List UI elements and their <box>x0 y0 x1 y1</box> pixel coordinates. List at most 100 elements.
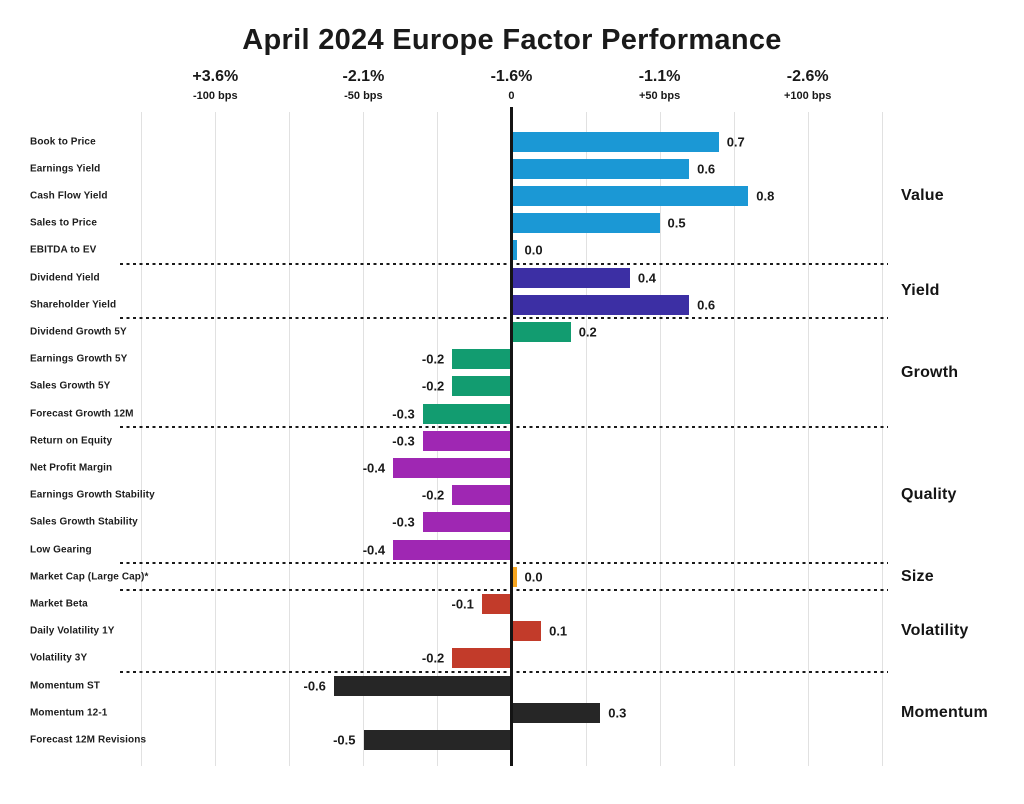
factor-value-label: -0.1 <box>451 596 474 612</box>
factor-row-label: Shareholder Yield <box>30 299 117 311</box>
group-separator-line <box>120 562 888 565</box>
factor-bar <box>511 186 749 206</box>
factor-row-label: Daily Volatility 1Y <box>30 625 115 637</box>
x-axis-tick-percent: +3.6% <box>192 68 239 85</box>
factor-bar <box>452 376 512 397</box>
factor-value-label: -0.3 <box>392 406 415 422</box>
factor-value-label: -0.5 <box>333 732 356 748</box>
factor-row-label: Market Beta <box>30 598 88 610</box>
group-label: Yield <box>901 282 940 300</box>
factor-bar <box>511 621 542 642</box>
factor-bar <box>511 267 630 288</box>
factor-bar <box>422 430 512 451</box>
gridline <box>585 112 587 766</box>
group-separator-line <box>120 263 888 265</box>
factor-value-label: 0.6 <box>697 161 716 177</box>
zero-axis-line <box>510 107 513 766</box>
x-axis-tick-bps: 0 <box>508 89 515 102</box>
group-label: Growth <box>901 363 959 381</box>
group-separator-line <box>120 589 888 592</box>
factor-value-label: 0.3 <box>608 705 627 721</box>
x-axis-tick: -2.1% -50 bps <box>342 68 384 102</box>
x-axis-tick: -1.1% +50 bps <box>639 68 681 102</box>
factor-bar <box>511 213 660 234</box>
factor-bar <box>511 158 690 179</box>
factor-bar <box>393 458 512 478</box>
factor-row-label: Book to Price <box>30 136 96 148</box>
gridline <box>141 112 143 766</box>
factor-row-label: Return on Equity <box>30 435 113 447</box>
factor-row-label: Earnings Growth 5Y <box>30 353 128 365</box>
factor-value-label: 0.2 <box>578 324 597 340</box>
gridline <box>363 112 365 766</box>
factor-bar <box>422 512 512 533</box>
factor-row-label: Market Cap (Large Cap)* <box>30 571 149 583</box>
factor-bar <box>422 403 512 424</box>
factor-row-label: Sales Growth 5Y <box>30 380 111 392</box>
factor-row-label: Sales Growth Stability <box>30 516 138 528</box>
factor-row-label: Momentum ST <box>30 680 100 692</box>
factor-bar <box>511 566 517 587</box>
group-label: Volatility <box>901 622 969 640</box>
factor-value-label: 0.8 <box>756 188 775 204</box>
x-axis-tick: -2.6% +100 bps <box>784 68 831 102</box>
group-label: Quality <box>901 486 957 504</box>
x-axis-tick-bps: -50 bps <box>344 89 383 102</box>
x-axis-tick-bps: -100 bps <box>192 89 238 102</box>
x-axis-tick-bps: +100 bps <box>783 89 832 102</box>
x-axis-tick-percent: -1.1% <box>638 68 681 85</box>
factor-bar <box>511 322 571 342</box>
factor-value-label: -0.6 <box>303 678 326 694</box>
factor-value-label: -0.2 <box>421 650 445 666</box>
gridline <box>215 112 217 766</box>
x-axis-tick-percent: -2.6% <box>786 68 829 85</box>
factor-row-label: Earnings Yield <box>30 163 101 175</box>
gridline <box>733 112 735 766</box>
factor-value-label: 0.0 <box>524 569 543 585</box>
factor-bar <box>481 594 512 614</box>
factor-row-label: Volatility 3Y <box>30 652 88 664</box>
factor-row-label: Forecast Growth 12M <box>30 408 134 420</box>
factor-row-label: Dividend Growth 5Y <box>30 326 127 338</box>
factor-row-label: Forecast 12M Revisions <box>30 734 147 746</box>
factor-bar <box>511 131 719 152</box>
factor-value-label: -0.4 <box>362 460 386 476</box>
factor-row-label: Dividend Yield <box>30 272 100 284</box>
group-separator-line <box>120 671 888 673</box>
factor-value-label: 0.1 <box>549 623 568 639</box>
gridline <box>659 112 661 766</box>
factor-row-label: Earnings Growth Stability <box>30 489 155 501</box>
x-axis-tick: +3.6% -100 bps <box>192 68 238 102</box>
factor-value-label: -0.2 <box>421 378 445 394</box>
x-axis-tick: -1.6% 0 <box>491 68 533 102</box>
x-axis-tick-bps: +50 bps <box>638 89 681 102</box>
x-axis-tick-percent: -1.6% <box>490 68 533 85</box>
factor-value-label: 0.5 <box>667 215 686 231</box>
gridline <box>289 112 291 766</box>
factor-bar <box>363 730 512 750</box>
factor-value-label: 0.0 <box>524 242 543 258</box>
group-separator-line <box>120 317 888 320</box>
factor-bar <box>511 240 517 261</box>
factor-row-label: Net Profit Margin <box>30 462 113 474</box>
factor-bar <box>452 485 512 506</box>
factor-value-label: 0.6 <box>697 297 716 313</box>
factor-row-label: Momentum 12-1 <box>30 707 108 719</box>
factor-bar <box>511 294 690 315</box>
factor-bar <box>452 648 512 669</box>
factor-bar <box>333 675 512 696</box>
group-label: Momentum <box>901 703 988 721</box>
factor-row-label: Cash Flow Yield <box>30 190 108 202</box>
group-label: Size <box>901 567 934 585</box>
factor-value-label: 0.7 <box>726 134 745 150</box>
factor-bar <box>452 349 512 370</box>
factor-bar <box>511 702 601 723</box>
factor-value-label: -0.2 <box>421 351 445 367</box>
factor-value-label: 0.4 <box>637 270 656 286</box>
x-axis-tick-percent: -2.1% <box>342 68 385 85</box>
factor-value-label: -0.2 <box>421 487 445 503</box>
gridline <box>881 112 883 766</box>
group-label: Value <box>901 187 944 204</box>
factor-bar <box>393 539 512 560</box>
